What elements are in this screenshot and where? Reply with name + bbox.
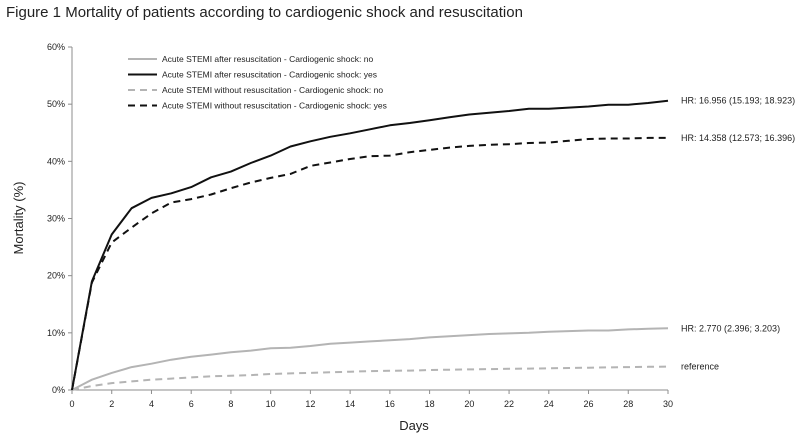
hr-annotation-2: HR: 16.956 (15.193; 18.923) xyxy=(681,96,795,106)
x-tick-label: 22 xyxy=(504,399,514,409)
y-tick-label: 20% xyxy=(47,271,65,281)
x-tick-label: 20 xyxy=(464,399,474,409)
x-tick-label: 10 xyxy=(266,399,276,409)
x-tick-label: 30 xyxy=(663,399,673,409)
legend-label-1: Acute STEMI after resuscitation - Cardio… xyxy=(162,54,373,64)
x-tick-label: 28 xyxy=(623,399,633,409)
x-tick-label: 18 xyxy=(425,399,435,409)
x-tick-label: 16 xyxy=(385,399,395,409)
y-axis-label: Mortality (%) xyxy=(11,182,26,255)
x-tick-label: 24 xyxy=(544,399,554,409)
y-tick-label: 40% xyxy=(47,156,65,166)
legend-label-4: Acute STEMI without resuscitation - Card… xyxy=(162,101,387,111)
x-tick-label: 4 xyxy=(149,399,154,409)
x-tick-label: 26 xyxy=(584,399,594,409)
x-tick-label: 12 xyxy=(305,399,315,409)
x-tick-label: 8 xyxy=(228,399,233,409)
y-tick-label: 30% xyxy=(47,214,65,224)
x-tick-label: 14 xyxy=(345,399,355,409)
series-line-3 xyxy=(71,365,669,391)
x-tick-label: 0 xyxy=(69,399,74,409)
axes: 0%10%20%30%40%50%60%0 2 4 6 8 10 12 14 16 18 20 22 2… xyxy=(47,42,673,409)
series-line-2 xyxy=(71,99,669,391)
y-tick-label: 10% xyxy=(47,328,65,338)
y-tick-label: 50% xyxy=(47,99,65,109)
y-tick-label: 60% xyxy=(47,42,65,52)
x-axis-label: Days xyxy=(399,418,429,433)
x-tick-label: 6 xyxy=(189,399,194,409)
hr-annotation-3: reference xyxy=(681,362,719,372)
hr-annotations: HR: 2.770 (2.396; 3.203) HR: 16.956 (15.1… xyxy=(681,96,795,372)
hr-annotation-4: HR: 14.358 (12.573; 16.396) xyxy=(681,133,795,143)
figure-title: Figure 1 Mortality of patients according… xyxy=(6,4,523,21)
hr-annotation-1: HR: 2.770 (2.396; 3.203) xyxy=(681,323,780,333)
series-line-1 xyxy=(71,327,669,391)
x-tick-label: 2 xyxy=(109,399,114,409)
series-line-4 xyxy=(71,136,668,391)
legend-label-3: Acute STEMI without resuscitation - Card… xyxy=(162,85,383,95)
legend: Acute STEMI after resuscitation - Cardio… xyxy=(128,54,387,111)
series-lines xyxy=(71,99,669,391)
legend-label-2: Acute STEMI after resuscitation - Cardio… xyxy=(162,70,377,80)
y-tick-label: 0% xyxy=(52,385,65,395)
